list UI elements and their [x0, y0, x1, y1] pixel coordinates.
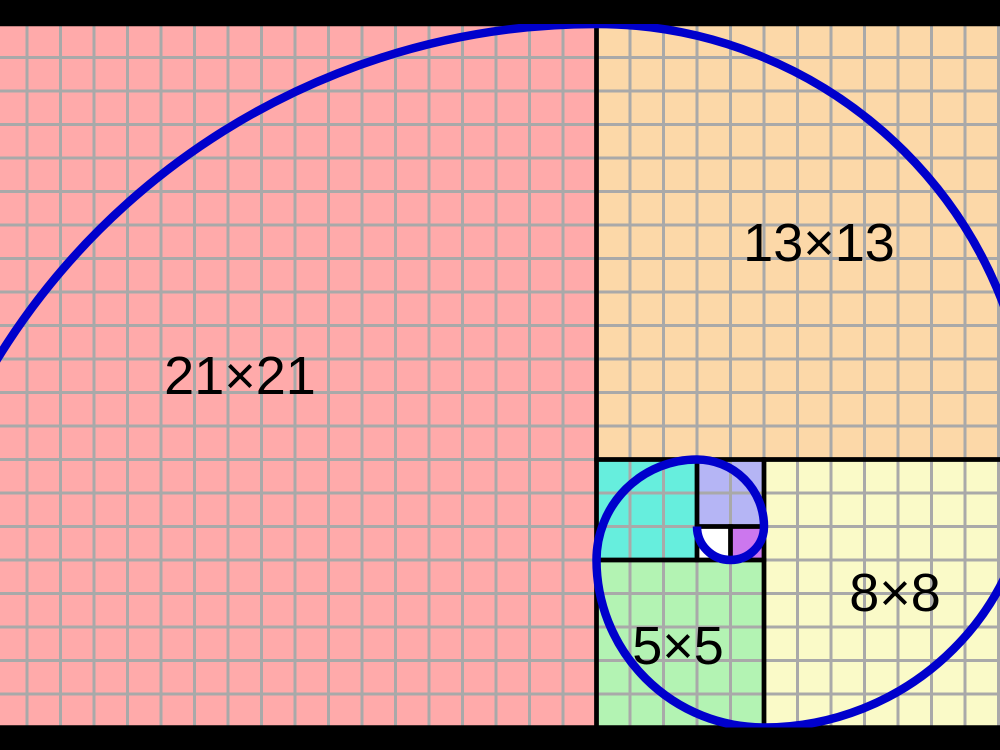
grid-overlay	[0, 24, 1000, 728]
label-square-5: 5×5	[632, 616, 724, 676]
label-square-8: 8×8	[849, 563, 941, 623]
label-square-21: 21×21	[164, 346, 316, 406]
label-square-13: 13×13	[743, 213, 895, 273]
size-labels: 21×21 13×13 8×8 5×5	[164, 213, 941, 676]
letterbox-top	[0, 0, 1000, 24]
letterbox-bottom	[0, 727, 1000, 750]
golden-spiral-curve	[0, 19, 1000, 732]
